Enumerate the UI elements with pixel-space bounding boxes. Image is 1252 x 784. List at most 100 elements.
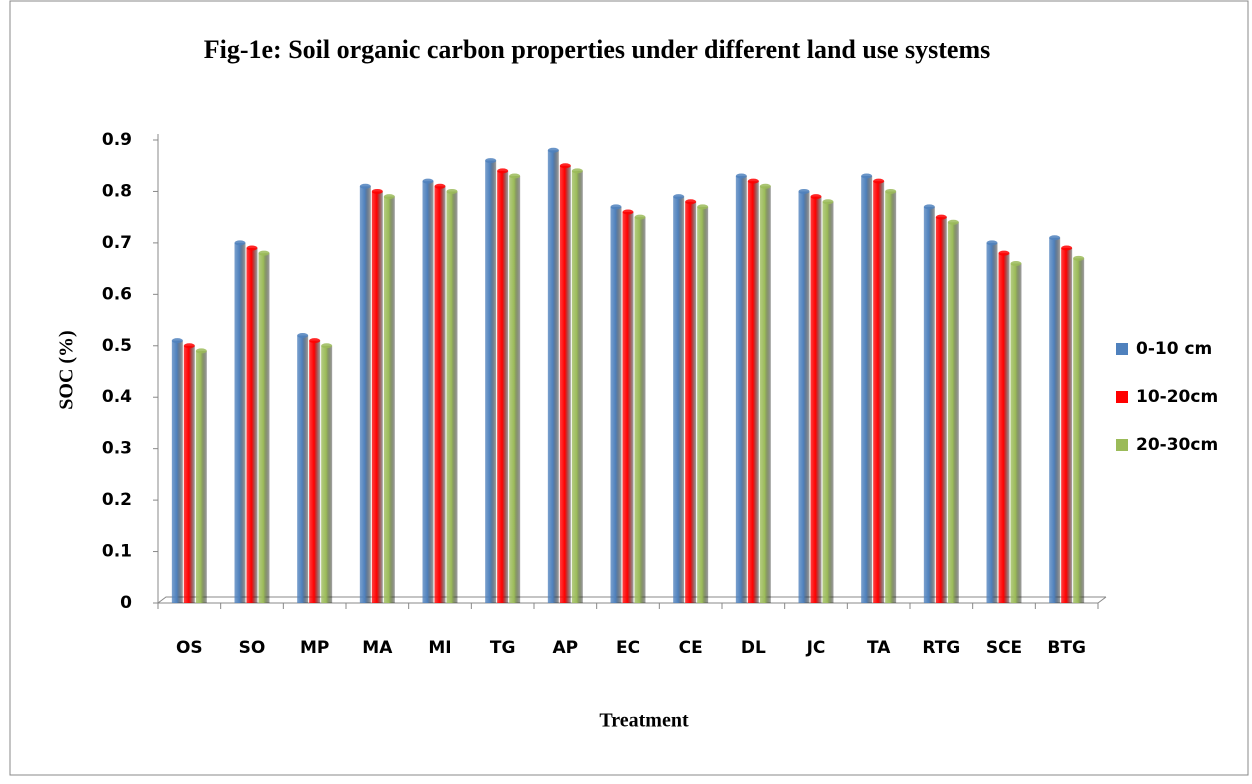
bar: [747, 181, 759, 603]
bar: [685, 201, 697, 603]
bar-cap: [434, 183, 446, 189]
bar: [1049, 237, 1061, 603]
chart-title: Fig-1e: Soil organic carbon properties u…: [204, 35, 990, 64]
bar-cap: [297, 332, 309, 338]
bar-cap: [559, 163, 571, 169]
bar: [234, 242, 246, 603]
bar: [171, 340, 183, 603]
x-tick-label: EC: [616, 638, 640, 658]
y-tick-label: 0.3: [102, 439, 132, 459]
bar-cap: [798, 188, 810, 194]
x-tick-label: MA: [362, 638, 393, 658]
bar: [759, 186, 771, 604]
bar: [183, 345, 195, 603]
bar: [1010, 263, 1022, 603]
bar: [297, 335, 309, 603]
legend-swatch: [1116, 439, 1128, 451]
x-tick-label: OS: [176, 638, 203, 658]
bar-cap: [485, 158, 497, 164]
bar-cap: [998, 250, 1010, 256]
bar-cap: [1061, 245, 1073, 251]
bar-cap: [571, 168, 583, 174]
bar-cap: [759, 183, 771, 189]
x-tick-label: DL: [741, 638, 766, 658]
bar: [873, 181, 885, 603]
bar-cap: [422, 178, 434, 184]
bar: [321, 345, 333, 603]
bar-cap: [1073, 255, 1085, 261]
x-tick-label: RTG: [922, 638, 960, 658]
legend-label: 10-20cm: [1136, 387, 1218, 407]
bar: [509, 176, 521, 603]
bar: [359, 186, 371, 604]
bar: [610, 206, 622, 603]
bar-cap: [873, 178, 885, 184]
x-tick-label: TA: [867, 638, 891, 658]
x-tick-label: AP: [553, 638, 579, 658]
bar-cap: [183, 343, 195, 349]
y-tick-label: 0.9: [102, 130, 132, 150]
y-tick-label: 0.8: [102, 181, 132, 201]
y-axis-label: SOC (%): [56, 330, 78, 409]
bar: [634, 217, 646, 603]
bar: [986, 242, 998, 603]
bar: [371, 191, 383, 603]
bar: [258, 253, 270, 603]
bar-cap: [359, 183, 371, 189]
bar-cap: [685, 199, 697, 205]
bar-cap: [673, 194, 685, 200]
bar: [923, 206, 935, 603]
bar: [798, 191, 810, 603]
bar-cap: [234, 240, 246, 246]
bar-cap: [861, 173, 873, 179]
bar: [434, 186, 446, 604]
legend-label: 0-10 cm: [1136, 339, 1212, 359]
y-tick-label: 0.5: [102, 336, 132, 356]
x-tick-label: TG: [490, 638, 516, 658]
y-tick-label: 0.4: [102, 387, 132, 407]
bar: [697, 206, 709, 603]
bar: [935, 217, 947, 603]
y-tick-label: 0: [120, 593, 132, 613]
bar-cap: [947, 219, 959, 225]
bar: [559, 165, 571, 603]
x-tick-label: MP: [300, 638, 329, 658]
bar: [673, 196, 685, 604]
bar-cap: [1010, 260, 1022, 266]
legend-swatch: [1116, 343, 1128, 355]
x-tick-label: JC: [806, 638, 826, 658]
legend-label: 20-30cm: [1136, 435, 1218, 455]
x-tick-label: CE: [679, 638, 703, 658]
x-axis-label: Treatment: [599, 710, 689, 732]
legend-swatch: [1116, 391, 1128, 403]
bar: [547, 150, 559, 604]
bar-cap: [822, 199, 834, 205]
bar: [1061, 248, 1073, 604]
y-tick-label: 0.2: [102, 490, 132, 510]
bar-cap: [547, 147, 559, 153]
bar: [446, 191, 458, 603]
bar-cap: [497, 168, 509, 174]
x-tick-label: SCE: [986, 638, 1022, 658]
bar-cap: [1049, 235, 1061, 241]
bar-cap: [810, 194, 822, 200]
bar-cap: [935, 214, 947, 220]
bar-cap: [610, 204, 622, 210]
bar: [947, 222, 959, 604]
bar: [246, 248, 258, 604]
bar: [1073, 258, 1085, 603]
bar-cap: [923, 204, 935, 210]
bar-cap: [747, 178, 759, 184]
bar-cap: [885, 188, 897, 194]
floor: [157, 596, 1106, 604]
bar-cap: [171, 338, 183, 344]
bar-cap: [509, 173, 521, 179]
bar: [195, 350, 207, 603]
bar-cap: [383, 194, 395, 200]
y-tick-label: 0.7: [102, 233, 132, 253]
bar-cap: [371, 188, 383, 194]
bar: [861, 176, 873, 603]
bar-cap: [735, 173, 747, 179]
y-tick-label: 0.1: [102, 542, 132, 562]
bar: [998, 253, 1010, 603]
